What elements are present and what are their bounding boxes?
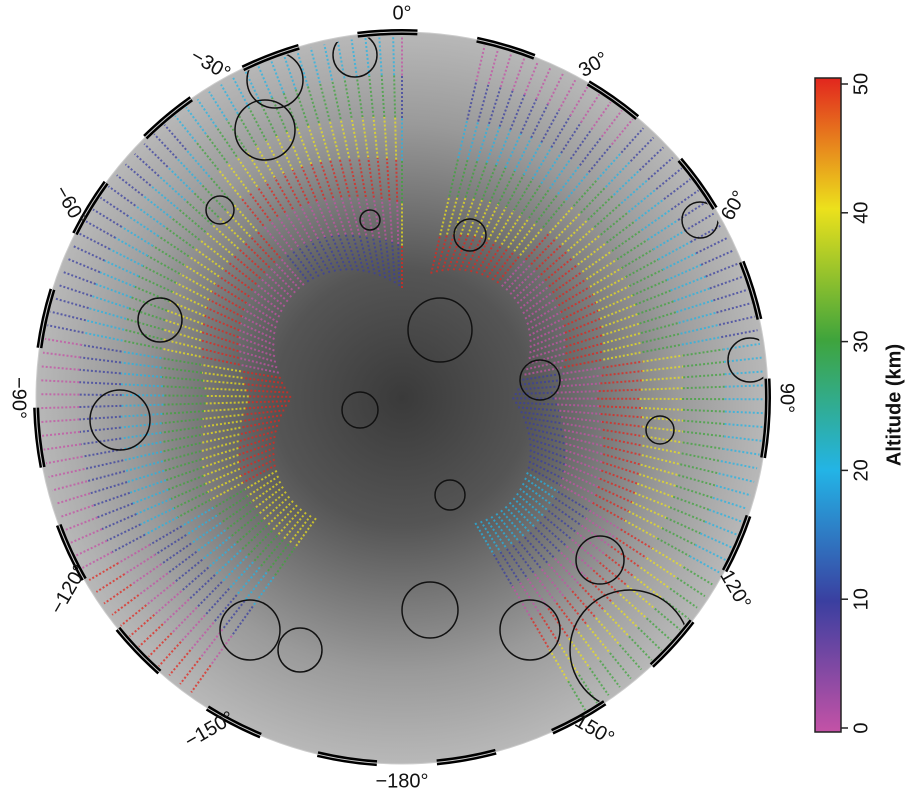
longitude-label: 150° <box>571 710 618 750</box>
colorbar-label: Altitude (km) <box>883 344 905 466</box>
longitude-label: −180° <box>375 770 428 792</box>
colorbar-ramp <box>815 78 841 732</box>
colorbar-tick-label: 30 <box>850 330 872 352</box>
colorbar-tick-label: 20 <box>850 459 872 481</box>
colorbar-tick-label: 10 <box>850 588 872 610</box>
figure: −180°150°120°90°60°30°0°−30°−60°−90°−120… <box>0 0 914 792</box>
longitude-label: 0° <box>392 2 411 24</box>
longitude-label: 30° <box>575 48 612 82</box>
map-disk <box>36 32 768 764</box>
colorbar: 0 10 20 30 40 50 Altitude (km) <box>815 73 905 734</box>
colorbar-tick-label: 40 <box>850 202 872 224</box>
colorbar-tick-label: 50 <box>850 73 872 95</box>
colorbar-tick-label: 0 <box>850 722 872 733</box>
longitude-label: 60° <box>717 187 751 224</box>
longitude-label: 120° <box>715 566 755 613</box>
longitude-label: −150° <box>181 707 238 753</box>
map <box>36 32 772 764</box>
longitude-label: 90° <box>776 383 798 413</box>
longitude-label: −90° <box>8 377 30 419</box>
colorbar-ticks: 0 10 20 30 40 50 <box>841 73 872 734</box>
longitude-label: −120° <box>46 561 92 618</box>
